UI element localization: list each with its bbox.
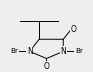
Text: O: O xyxy=(70,25,76,34)
Text: N: N xyxy=(27,47,33,56)
Text: O: O xyxy=(44,62,49,71)
Text: N: N xyxy=(60,47,66,56)
Text: Br: Br xyxy=(75,48,83,54)
Text: Br: Br xyxy=(10,48,18,54)
